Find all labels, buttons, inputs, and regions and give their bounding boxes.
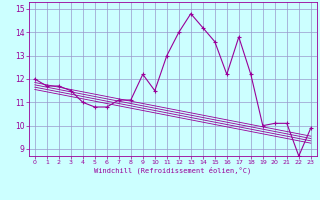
X-axis label: Windchill (Refroidissement éolien,°C): Windchill (Refroidissement éolien,°C) bbox=[94, 167, 252, 174]
